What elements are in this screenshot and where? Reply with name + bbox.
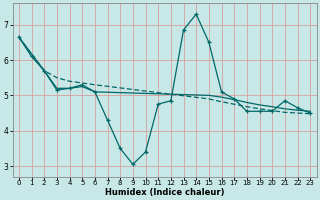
X-axis label: Humidex (Indice chaleur): Humidex (Indice chaleur) xyxy=(105,188,224,197)
